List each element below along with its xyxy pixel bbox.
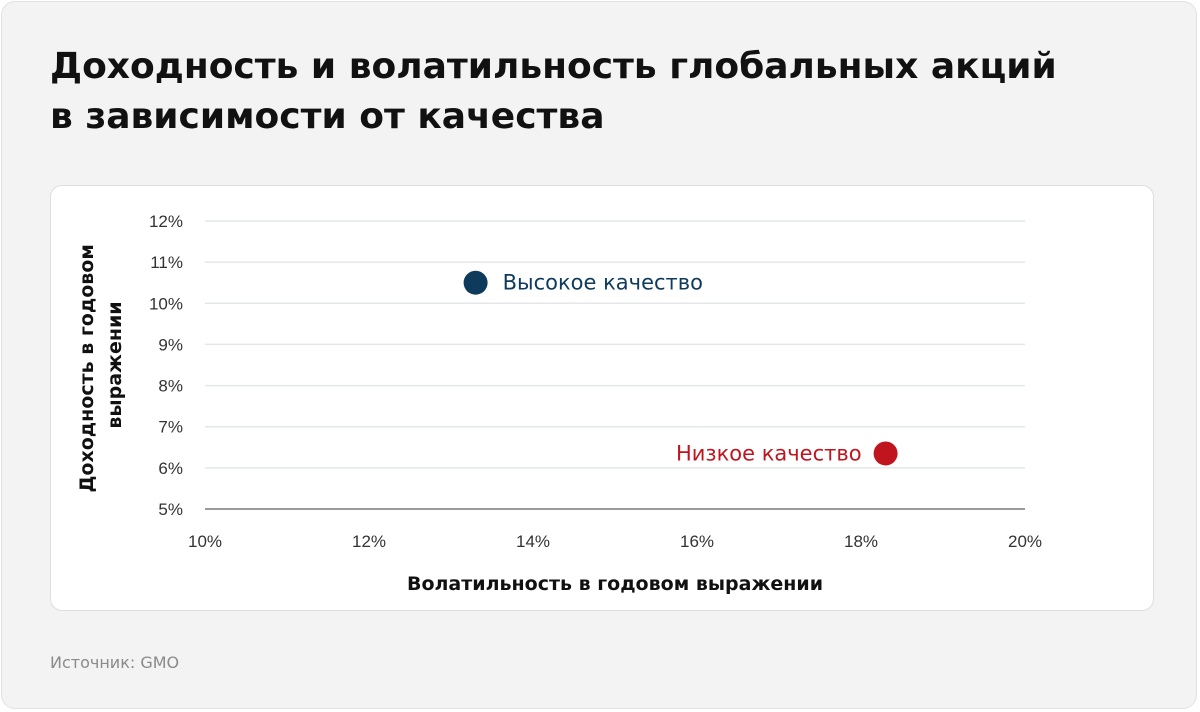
chart-title-line-2: в зависимости от качества <box>50 96 605 137</box>
y-axis-label-line-2: выражении <box>104 301 126 428</box>
y-tick-label: 10% <box>149 294 183 313</box>
y-tick-label: 9% <box>158 335 183 354</box>
x-tick-label: 20% <box>1008 532 1042 551</box>
y-tick-label: 8% <box>158 377 183 396</box>
data-points: Высокое качество Низкое качество <box>463 270 898 466</box>
x-tick-label: 12% <box>352 532 386 551</box>
x-tick-label: 10% <box>188 532 222 551</box>
y-axis-label: Доходность в годовом выражении <box>76 238 126 493</box>
scatter-chart: 12% 11% 10% 9% 8% 7% 6% 5% 10% 12% 14% 16% 18% 20% Во… <box>76 212 1042 595</box>
chart-title: Доходность и волатильность глобальных ак… <box>50 42 1150 142</box>
data-point <box>873 441 898 466</box>
chart-title-line-1: Доходность и волатильность глобальных ак… <box>50 46 1057 87</box>
y-tick-label: 7% <box>158 418 183 437</box>
y-tick-label: 11% <box>150 253 183 272</box>
x-axis-label: Волатильность в годовом выражении <box>407 573 823 595</box>
x-tick-label: 18% <box>844 532 878 551</box>
x-tick-label: 16% <box>680 532 714 551</box>
point-label: Высокое качество <box>503 271 703 295</box>
point-label: Низкое качество <box>676 441 862 465</box>
y-axis-label-line-1: Доходность в годовом <box>76 244 98 492</box>
tick-labels: 12% 11% 10% 9% 8% 7% 6% 5% 10% 12% 14% 16% 18% 20% <box>149 212 1042 551</box>
grid-lines <box>205 220 1025 510</box>
data-point <box>463 270 488 295</box>
x-tick-label: 14% <box>516 532 550 551</box>
y-tick-label: 12% <box>149 212 183 231</box>
y-tick-label: 6% <box>158 459 183 478</box>
y-tick-label: 5% <box>158 500 183 519</box>
source-note: Источник: GMO <box>50 653 180 672</box>
chart-panel: 12% 11% 10% 9% 8% 7% 6% 5% 10% 12% 14% 16% 18% 20% Во… <box>50 185 1154 611</box>
